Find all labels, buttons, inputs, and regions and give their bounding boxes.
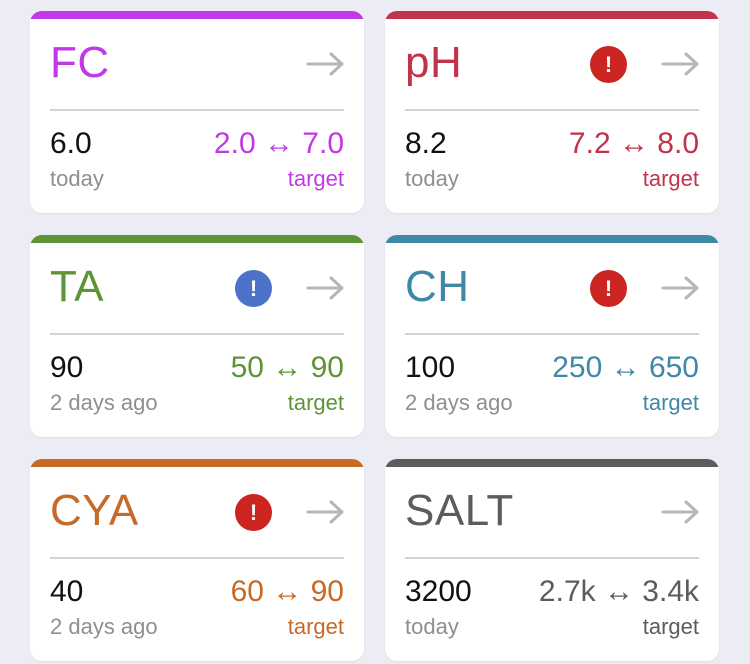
current-value: 100 — [405, 351, 456, 384]
target-label: target — [287, 390, 344, 415]
divider — [50, 333, 344, 335]
target-range: 2.7k ↔ 3.4k — [538, 575, 699, 608]
current-value: 6.0 — [50, 127, 92, 160]
card-accent-bar — [385, 459, 719, 467]
target-range: 7.2 ↔ 8.0 — [568, 127, 699, 160]
target-label: target — [287, 166, 344, 191]
card-accent-bar — [385, 235, 719, 243]
card-title: SALT — [405, 486, 514, 535]
card-accent-bar — [30, 459, 364, 467]
card-ph[interactable]: pH ! 8.2 today 7.2 ↔ 8.0 target — [385, 11, 719, 213]
current-value: 90 — [50, 351, 84, 384]
card-ch[interactable]: CH ! 100 2 days ago 250 ↔ 650 target — [385, 235, 719, 437]
reading-time: today — [50, 166, 104, 191]
reading-time: today — [405, 166, 459, 191]
card-title: FC — [50, 38, 110, 87]
card-ta[interactable]: TA ! 90 2 days ago 50 ↔ 90 target — [30, 235, 364, 437]
divider — [50, 109, 344, 111]
arrow-right-icon[interactable] — [661, 51, 701, 77]
target-range: 250 ↔ 650 — [552, 351, 699, 384]
arrow-right-icon[interactable] — [661, 499, 701, 525]
reading-time: today — [405, 614, 459, 639]
divider — [405, 333, 699, 335]
arrow-right-icon[interactable] — [306, 499, 346, 525]
divider — [405, 109, 699, 111]
card-salt[interactable]: SALT 3200 today 2.7k ↔ 3.4k target — [385, 459, 719, 661]
alert-icon[interactable]: ! — [235, 270, 272, 307]
target-range: 2.0 ↔ 7.0 — [213, 127, 344, 160]
card-title: CH — [405, 262, 470, 311]
card-title: TA — [50, 262, 104, 311]
arrow-right-icon[interactable] — [306, 51, 346, 77]
current-value: 3200 — [405, 575, 472, 608]
arrow-right-icon[interactable] — [306, 275, 346, 301]
card-title: pH — [405, 38, 463, 87]
alert-icon[interactable]: ! — [590, 46, 627, 83]
reading-time: 2 days ago — [405, 390, 513, 415]
card-accent-bar — [30, 11, 364, 19]
card-accent-bar — [30, 235, 364, 243]
current-value: 8.2 — [405, 127, 447, 160]
arrow-right-icon[interactable] — [661, 275, 701, 301]
target-range: 60 ↔ 90 — [230, 575, 344, 608]
current-value: 40 — [50, 575, 84, 608]
divider — [405, 557, 699, 559]
alert-icon[interactable]: ! — [590, 270, 627, 307]
card-accent-bar — [385, 11, 719, 19]
target-label: target — [642, 390, 699, 415]
target-label: target — [287, 614, 344, 639]
card-title: CYA — [50, 486, 139, 535]
target-label: target — [642, 614, 699, 639]
divider — [50, 557, 344, 559]
reading-time: 2 days ago — [50, 614, 158, 639]
target-label: target — [642, 166, 699, 191]
alert-icon[interactable]: ! — [235, 494, 272, 531]
card-fc[interactable]: FC 6.0 today 2.0 ↔ 7.0 target — [30, 11, 364, 213]
target-range: 50 ↔ 90 — [230, 351, 344, 384]
card-cya[interactable]: CYA ! 40 2 days ago 60 ↔ 90 target — [30, 459, 364, 661]
reading-time: 2 days ago — [50, 390, 158, 415]
